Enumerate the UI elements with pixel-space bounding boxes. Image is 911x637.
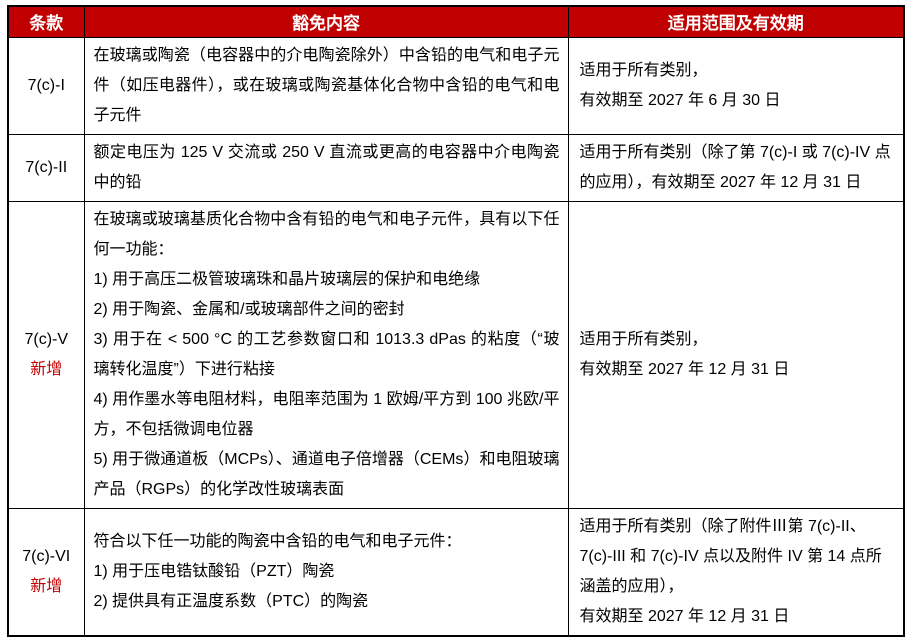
text-line: 有效期至 2027 年 12 月 31 日 bbox=[579, 360, 790, 378]
scope-text: 适用于所有类别， 有效期至 2027 年 6 月 30 日 bbox=[580, 56, 896, 116]
exemption-text: 在玻璃或陶瓷（电容器中的介电陶瓷除外）中含铅的电气和电子元件（如压电器件），或在… bbox=[94, 41, 560, 131]
text-line: 3) 用于在 < 500 °C 的工艺参数窗口和 1013.3 dPas 的粘度… bbox=[93, 330, 560, 378]
clause-id: 7(c)-V bbox=[24, 330, 69, 348]
exemption-cell: 在玻璃或陶瓷（电容器中的介电陶瓷除外）中含铅的电气和电子元件（如压电器件），或在… bbox=[83, 36, 569, 135]
text-line: 有效期至 2027 年 12 月 31 日 bbox=[579, 607, 790, 625]
table-row: 7(c)-V 新增 在玻璃或玻璃基质化合物中含有铅的电气和电子元件，具有以下任何… bbox=[7, 200, 905, 509]
text-line: 额定电压为 125 V 交流或 250 V 直流或更高的电容器中介电陶瓷中的铅 bbox=[93, 143, 560, 191]
exemption-table-container: 条款 豁免内容 适用范围及有效期 7(c)-I 在玻璃或陶瓷（电容器中的介电陶瓷… bbox=[7, 5, 905, 637]
table-row: 7(c)-I 在玻璃或陶瓷（电容器中的介电陶瓷除外）中含铅的电气和电子元件（如压… bbox=[7, 36, 905, 135]
text-line: 1) 用于压电锆钛酸铅（PZT）陶瓷 bbox=[93, 562, 335, 580]
exemption-table: 条款 豁免内容 适用范围及有效期 7(c)-I 在玻璃或陶瓷（电容器中的介电陶瓷… bbox=[7, 5, 905, 637]
scope-text: 适用于所有类别（除了第 7(c)-I 或 7(c)-IV 点的应用），有效期至 … bbox=[580, 138, 896, 198]
column-header-exemption: 豁免内容 bbox=[83, 5, 569, 38]
scope-cell: 适用于所有类别， 有效期至 2027 年 6 月 30 日 bbox=[567, 36, 905, 135]
exemption-text: 符合以下任一功能的陶瓷中含铅的电气和电子元件： 1) 用于压电锆钛酸铅（PZT）陶… bbox=[94, 527, 560, 617]
text-line: 1) 用于高压二极管玻璃珠和晶片玻璃层的保护和电绝缘 bbox=[93, 270, 481, 288]
exemption-text: 在玻璃或玻璃基质化合物中含有铅的电气和电子元件，具有以下任何一功能： 1) 用于高… bbox=[94, 205, 560, 505]
clause-id: 7(c)-VI bbox=[22, 547, 71, 565]
exemption-cell: 额定电压为 125 V 交流或 250 V 直流或更高的电容器中介电陶瓷中的铅 bbox=[83, 133, 569, 202]
scope-cell: 适用于所有类别， 有效期至 2027 年 12 月 31 日 bbox=[567, 200, 905, 509]
text-line: 在玻璃或陶瓷（电容器中的介电陶瓷除外）中含铅的电气和电子元件（如压电器件），或在… bbox=[93, 46, 560, 124]
scope-cell: 适用于所有类别（除了附件Ⅲ第 7(c)-II、7(c)-III 和 7(c)-I… bbox=[567, 507, 905, 636]
text-line: 有效期至 2027 年 6 月 30 日 bbox=[579, 91, 781, 109]
clause-id: 7(c)-II bbox=[25, 158, 68, 176]
exemption-text: 额定电压为 125 V 交流或 250 V 直流或更高的电容器中介电陶瓷中的铅 bbox=[94, 138, 560, 198]
clause-cell: 7(c)-V 新增 bbox=[7, 200, 85, 509]
scope-text: 适用于所有类别（除了附件Ⅲ第 7(c)-II、7(c)-III 和 7(c)-I… bbox=[580, 512, 896, 632]
text-line: 5) 用于微通道板（MCPs）、通道电子倍增器（CEMs）和电阻玻璃产品（RGP… bbox=[93, 450, 560, 498]
clause-cell: 7(c)-II bbox=[7, 133, 85, 202]
new-badge: 新增 bbox=[30, 360, 63, 378]
text-line: 4) 用作墨水等电阻材料，电阻率范围为 1 欧姆/平方到 100 兆欧/平方，不… bbox=[93, 390, 560, 438]
table-header-row: 条款 豁免内容 适用范围及有效期 bbox=[7, 5, 905, 38]
text-line: 适用于所有类别（除了第 7(c)-I 或 7(c)-IV 点的应用），有效期至 … bbox=[579, 143, 891, 191]
scope-text: 适用于所有类别， 有效期至 2027 年 12 月 31 日 bbox=[580, 325, 896, 385]
text-line: 2) 提供具有正温度系数（PTC）的陶瓷 bbox=[93, 592, 369, 610]
text-line: 适用于所有类别， bbox=[579, 61, 708, 79]
scope-cell: 适用于所有类别（除了第 7(c)-I 或 7(c)-IV 点的应用），有效期至 … bbox=[567, 133, 905, 202]
table-row: 7(c)-VI 新增 符合以下任一功能的陶瓷中含铅的电气和电子元件： 1) 用于压… bbox=[7, 507, 905, 636]
text-line: 适用于所有类别（除了附件Ⅲ第 7(c)-II、7(c)-III 和 7(c)-I… bbox=[579, 517, 882, 595]
text-line: 符合以下任一功能的陶瓷中含铅的电气和电子元件： bbox=[93, 532, 462, 550]
column-header-scope-validity: 适用范围及有效期 bbox=[567, 5, 905, 38]
exemption-cell: 在玻璃或玻璃基质化合物中含有铅的电气和电子元件，具有以下任何一功能： 1) 用于高… bbox=[83, 200, 569, 509]
text-line: 在玻璃或玻璃基质化合物中含有铅的电气和电子元件，具有以下任何一功能： bbox=[93, 210, 560, 258]
text-line: 2) 用于陶瓷、金属和/或玻璃部件之间的密封 bbox=[93, 300, 405, 318]
text-line: 适用于所有类别， bbox=[579, 330, 708, 348]
clause-cell: 7(c)-I bbox=[7, 36, 85, 135]
column-header-clause: 条款 bbox=[7, 5, 85, 38]
exemption-cell: 符合以下任一功能的陶瓷中含铅的电气和电子元件： 1) 用于压电锆钛酸铅（PZT）陶… bbox=[83, 507, 569, 636]
clause-id: 7(c)-I bbox=[27, 76, 65, 94]
clause-cell: 7(c)-VI 新增 bbox=[7, 507, 85, 636]
new-badge: 新增 bbox=[30, 577, 63, 595]
table-row: 7(c)-II 额定电压为 125 V 交流或 250 V 直流或更高的电容器中… bbox=[7, 133, 905, 202]
